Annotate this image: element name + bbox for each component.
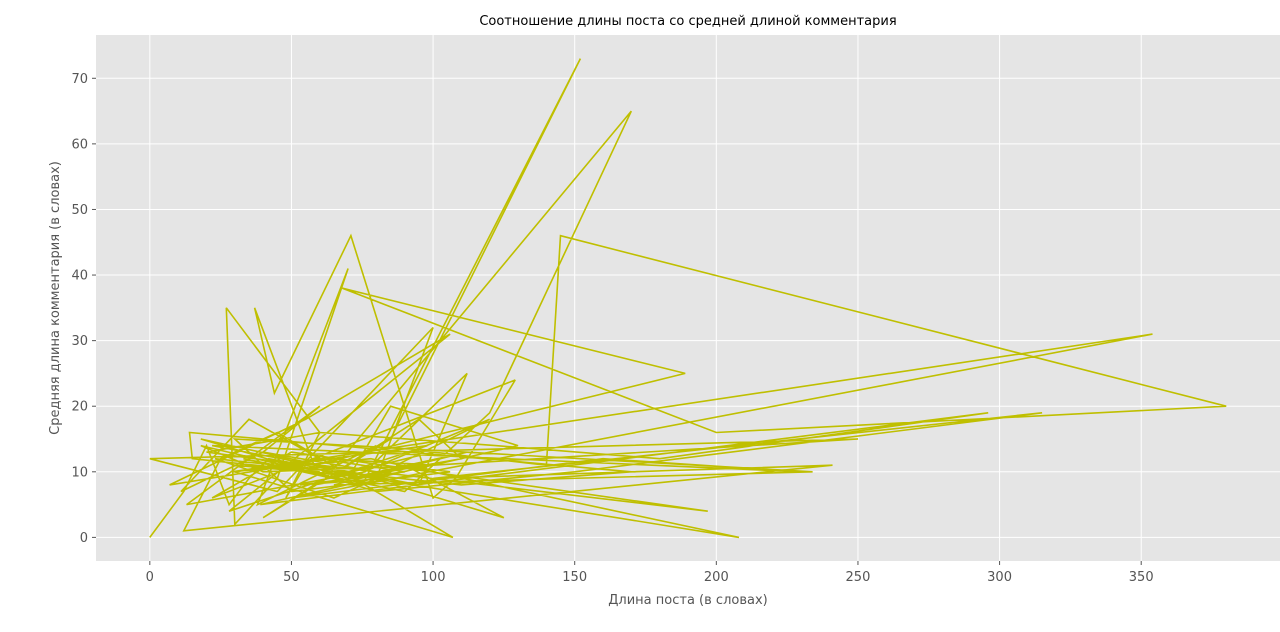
y-tick-label: 70 [71, 72, 88, 87]
tick-labels: 0 50 100 150 200 250 300 350 0 10 20 30 40 50 60 70 [71, 72, 1153, 585]
x-tick-label: 200 [704, 570, 729, 585]
x-tick-label: 250 [846, 570, 871, 585]
y-tick-label: 60 [71, 137, 88, 152]
y-tick-label: 40 [71, 269, 88, 284]
x-tick-label: 100 [421, 570, 446, 585]
y-tick-label: 20 [71, 400, 88, 415]
series-line [149, 58, 1227, 539]
x-tick-label: 150 [562, 570, 587, 585]
series-layer [149, 58, 1227, 539]
plot-area [96, 35, 1280, 561]
y-tick-label: 10 [71, 465, 88, 480]
y-tick-label: 30 [71, 334, 88, 349]
grid-lines [96, 35, 1280, 561]
chart-title: Соотношение длины поста со средней длино… [479, 14, 896, 29]
x-tick-label: 350 [1129, 570, 1154, 585]
x-tick-label: 300 [987, 570, 1012, 585]
x-tick-label: 50 [283, 570, 300, 585]
x-axis-label: Длина поста (в словах) [608, 593, 767, 608]
y-tick-label: 0 [80, 531, 88, 546]
y-axis-label: Средняя длина комментария (в словах) [48, 161, 63, 435]
y-tick-label: 50 [71, 203, 88, 218]
x-tick-label: 0 [146, 570, 154, 585]
